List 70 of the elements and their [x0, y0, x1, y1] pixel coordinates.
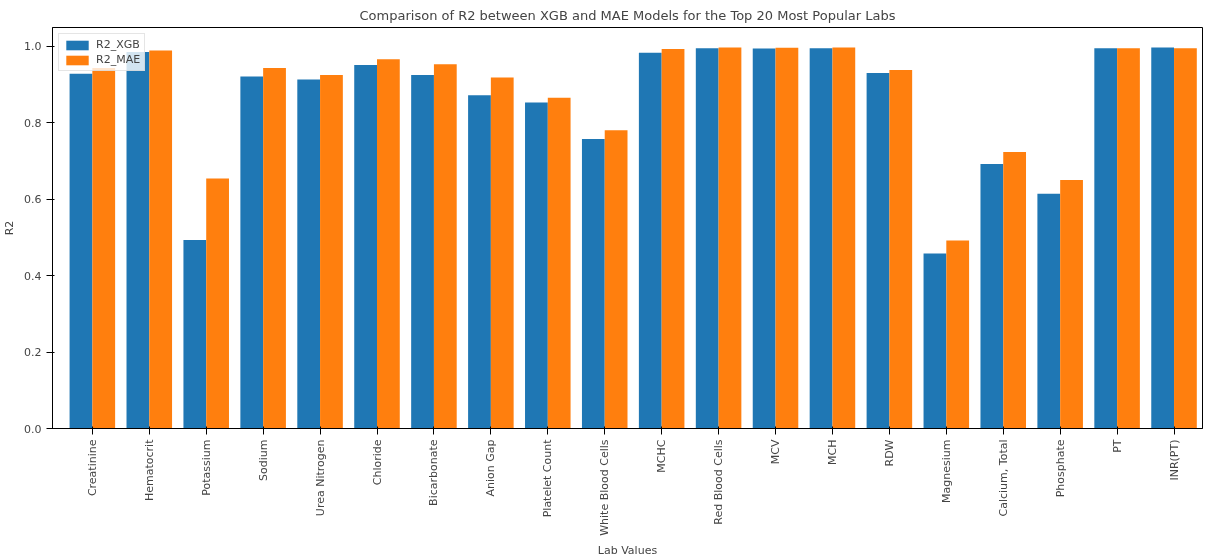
bar	[695, 48, 719, 429]
bar	[92, 68, 116, 429]
x-tick-label: Magnesium	[939, 439, 953, 503]
x-tick-label: Bicarbonate	[427, 439, 441, 506]
bar	[889, 69, 913, 429]
bar	[183, 240, 207, 429]
bar	[297, 79, 321, 429]
bar	[1060, 180, 1083, 429]
x-tick-label: RDW	[882, 439, 896, 467]
bar	[752, 48, 776, 429]
x-tick-label: Urea Nitrogen	[313, 439, 327, 517]
x-tick-label: MCV	[769, 439, 783, 465]
bar	[1094, 48, 1118, 429]
bar	[946, 240, 970, 429]
bar	[377, 59, 400, 429]
bar	[1117, 48, 1140, 429]
bar	[661, 48, 685, 429]
x-tick-label: MCHC	[655, 439, 669, 473]
x-tick-label: Calcium, Total	[996, 439, 1010, 517]
bar	[923, 253, 947, 429]
x-tick-label: Platelet Count	[541, 438, 555, 518]
x-tick-label: Hematocrit	[142, 438, 156, 501]
bar	[525, 102, 548, 429]
x-tick-label: Phosphate	[1053, 439, 1067, 498]
bar	[718, 47, 742, 429]
bar	[240, 76, 264, 429]
bar	[775, 47, 799, 429]
bar	[468, 95, 491, 429]
x-tick-label: Chloride	[370, 439, 384, 486]
y-tick-label: 0.4	[24, 269, 42, 283]
x-tick-label: Red Blood Cells	[712, 439, 726, 525]
bar	[206, 178, 229, 429]
bar	[69, 73, 93, 429]
legend-label: R2_MAE	[96, 53, 141, 66]
bar	[604, 130, 628, 429]
bar	[149, 50, 173, 429]
y-tick-label: 0.6	[24, 193, 42, 207]
x-tick-label: Potassium	[199, 439, 213, 496]
bar	[809, 48, 833, 429]
x-tick-label: Creatinine	[85, 439, 99, 497]
x-tick-label: INR(PT)	[1167, 439, 1181, 481]
y-axis-title: R2	[3, 220, 17, 236]
bar	[980, 163, 1004, 429]
y-tick-label: 0.8	[24, 116, 42, 130]
bar	[263, 68, 286, 429]
y-tick-label: 0.0	[24, 422, 42, 436]
bar	[354, 64, 377, 429]
chart-title: Comparison of R2 between XGB and MAE Models for the Top 20 Most Popular Labs	[359, 7, 896, 23]
y-tick-label: 1.0	[24, 40, 42, 54]
bar	[1003, 152, 1027, 429]
x-tick-label: MCH	[825, 439, 839, 465]
bar	[433, 64, 457, 429]
bar	[832, 47, 856, 429]
bar	[638, 52, 662, 429]
bar	[1037, 193, 1061, 429]
x-axis-title: Lab Values	[597, 543, 658, 557]
x-tick-label: White Blood Cells	[598, 439, 612, 536]
bar	[581, 139, 605, 429]
bar	[1151, 47, 1175, 429]
bar	[490, 77, 514, 429]
y-tick-label: 0.2	[24, 346, 42, 360]
legend-label: R2_XGB	[96, 38, 140, 51]
bar	[411, 74, 434, 429]
x-tick-label: PT	[1110, 439, 1124, 453]
x-tick-label: Anion Gap	[484, 439, 498, 497]
bar	[320, 74, 343, 429]
bar	[1174, 48, 1197, 429]
x-tick-label: Sodium	[256, 439, 270, 481]
bar	[547, 97, 571, 429]
bar	[866, 72, 890, 429]
